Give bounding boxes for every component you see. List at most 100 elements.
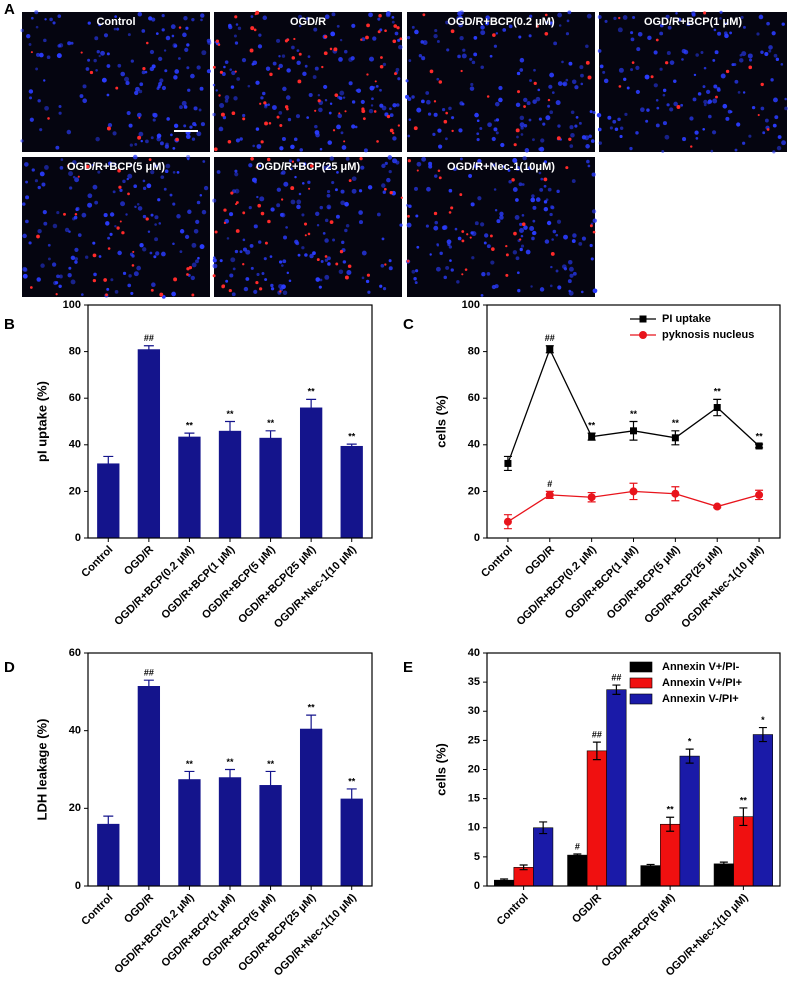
nucleus-dot: [532, 99, 537, 104]
nucleus-dot: [58, 274, 63, 279]
nucleus-dot: [26, 33, 31, 39]
nucleus-dot: [681, 48, 687, 54]
nucleus-dot: [125, 213, 128, 216]
nucleus-dot: [498, 85, 503, 91]
pi-dot: [389, 128, 394, 133]
plot-frame: [486, 652, 781, 887]
nucleus-dot: [196, 65, 201, 70]
nucleus-dot: [24, 162, 29, 167]
significance-label: *: [688, 736, 692, 746]
nucleus-dot: [319, 205, 324, 210]
nucleus-dot: [420, 99, 425, 104]
nucleus-dot: [337, 95, 341, 99]
nucleus-dot: [659, 23, 664, 28]
nucleus-dot: [131, 254, 135, 258]
nucleus-dot: [191, 18, 195, 22]
pi-dot: [127, 192, 130, 196]
error-bar: [592, 741, 601, 761]
nucleus-dot: [655, 98, 659, 102]
nucleus-dot: [159, 78, 164, 83]
nucleus-dot: [446, 48, 450, 52]
nucleus-dot: [479, 126, 483, 130]
nucleus-dot: [332, 238, 336, 242]
nucleus-dot: [151, 282, 156, 288]
pi-dot: [703, 11, 707, 15]
nucleus-dot: [92, 184, 98, 190]
y-axis-label: LDH leakage (%): [34, 719, 49, 821]
nucleus-dot: [666, 50, 671, 55]
pi-dot: [399, 37, 403, 41]
nucleus-dot: [382, 62, 387, 67]
nucleus-dot: [179, 105, 183, 110]
significance-label: ##: [611, 672, 621, 682]
nucleus-dot: [543, 184, 547, 188]
nucleus-dot: [290, 199, 296, 205]
pi-dot: [490, 234, 493, 238]
bar: [218, 777, 242, 886]
pi-dot: [316, 258, 320, 262]
pi-dot: [115, 86, 119, 90]
nucleus-dot: [499, 215, 504, 220]
pi-dot: [173, 277, 178, 282]
nucleus-dot: [212, 263, 218, 269]
nucleus-dot: [397, 38, 401, 42]
pi-dot: [379, 64, 384, 69]
nucleus-dot: [421, 156, 427, 162]
y-tick-label: 100: [462, 299, 480, 311]
nucleus-dot: [351, 124, 356, 129]
nucleus-dot: [748, 58, 753, 62]
nucleus-dot: [189, 125, 193, 129]
nucleus-dot: [589, 110, 593, 114]
bar: [640, 865, 661, 887]
nucleus-dot: [599, 64, 604, 69]
nucleus-dot: [29, 96, 33, 100]
nucleus-dot: [142, 186, 147, 191]
nucleus-dot: [39, 52, 44, 58]
nucleus-dot: [697, 92, 702, 96]
nucleus-dot: [379, 284, 383, 288]
nucleus-dot: [314, 124, 318, 129]
pi-dot: [298, 52, 302, 56]
nucleus-dot: [294, 175, 297, 179]
x-tick-label: OGD/R+Nec-1(10 μM): [664, 891, 751, 978]
x-tick-label: OGD/R+BCP(25 μM): [236, 891, 318, 973]
y-tick-label: 15: [468, 793, 480, 805]
nucleus-dot: [218, 126, 224, 132]
x-tick-label: Control: [79, 892, 115, 928]
pi-dot: [359, 156, 363, 161]
nucleus-dot: [302, 182, 305, 185]
nucleus-dot: [408, 59, 412, 62]
nucleus-dot: [739, 58, 744, 63]
nucleus-dot: [520, 234, 524, 238]
marker: [755, 442, 763, 450]
nucleus-dot: [702, 85, 706, 89]
nucleus-dot: [329, 102, 333, 106]
nucleus-dot: [734, 79, 739, 84]
nucleus-dot: [741, 51, 747, 57]
nucleus-dot: [515, 198, 519, 202]
nucleus-dot: [530, 197, 536, 203]
nucleus-dot: [229, 68, 233, 71]
nucleus-dot: [781, 140, 787, 146]
nucleus-dot: [569, 125, 574, 130]
micrograph: [407, 157, 595, 297]
nucleus-dot: [711, 130, 717, 135]
pi-dot: [264, 121, 268, 126]
x-tick-label: OGD/R: [122, 892, 156, 926]
nucleus-dot: [252, 144, 256, 148]
nucleus-dot: [117, 63, 122, 68]
nucleus-dot: [519, 122, 525, 128]
nucleus-dot: [285, 95, 291, 100]
nucleus-dot: [570, 110, 575, 115]
significance-label: ##: [144, 668, 154, 678]
nucleus-dot: [39, 171, 45, 177]
nucleus-dot: [751, 105, 756, 110]
nucleus-dot: [306, 16, 310, 21]
nucleus-dot: [34, 10, 39, 15]
nucleus-dot: [351, 23, 356, 28]
legend-label: PI uptake: [662, 313, 711, 325]
nucleus-dot: [521, 214, 525, 217]
nucleus-dot: [623, 77, 627, 81]
nucleus-dot: [523, 225, 528, 230]
nucleus-dot: [459, 35, 464, 41]
